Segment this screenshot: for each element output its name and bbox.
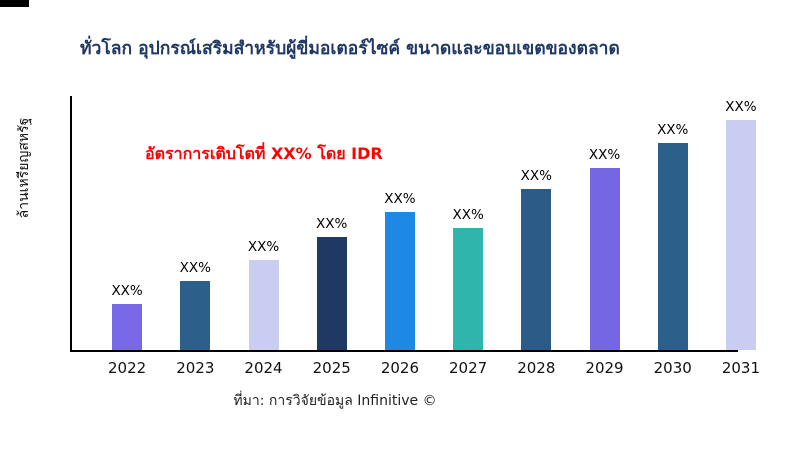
bar-value-label-2024: XX% [247,239,280,255]
bar-value-label-2027: XX% [452,207,484,223]
x-tick-labels: 2022 2023 2024 2025 2026 2027 2028 2029 2030 2031 [93,359,775,377]
bar-2027 [453,228,484,350]
bar-value-label-2028: XX% [520,168,552,184]
bar-2024 [248,260,279,350]
x-axis-line [70,350,738,352]
bar-column-2023: XX% [161,97,229,350]
bar-column-2024: XX% [229,97,297,350]
bar-columns: XX% XX% XX% XX% XX% XX% XX% XX% XX% XX% [93,97,775,350]
bar-value-label-2030: XX% [657,122,689,138]
bar-column-2026: XX% [366,97,434,350]
bar-2030 [657,143,688,350]
source-note: ที่มา: การวิจัยข้อมูล Infinitive © [233,393,437,409]
bar-2031 [725,120,756,350]
bar-column-2028: XX% [502,97,570,350]
bar-2028 [521,189,552,350]
bar-value-label-2029: XX% [588,147,621,163]
bar-column-2022: XX% [93,97,161,350]
bar-column-2031: XX% [707,97,775,350]
bar-column-2029: XX% [570,97,638,350]
bar-2023 [180,281,211,350]
bar-value-label-2025: XX% [316,216,348,232]
x-tick-2030: 2030 [653,359,692,377]
x-tick-2028: 2028 [517,359,556,377]
bar-value-label-2022: XX% [111,283,143,299]
growth-annotation: อัตราการเติบโตที่ XX% โดย IDR [145,144,383,163]
bar-2029 [589,168,620,350]
x-tick-2026: 2026 [380,359,419,377]
chart-title: ทั่วโลก อุปกรณ์เสริมสำหรับผู้ขี่มอเตอร์ไ… [80,39,620,59]
bar-column-2030: XX% [639,97,707,350]
bar-2022 [112,304,143,350]
x-tick-2029: 2029 [585,359,624,377]
bar-column-2027: XX% [434,97,502,350]
x-tick-2024: 2024 [244,359,283,377]
x-tick-2025: 2025 [312,359,351,377]
x-tick-2022: 2022 [108,359,147,377]
x-tick-2031: 2031 [721,359,761,377]
bar-2026 [384,212,415,350]
corner-mark [0,0,29,7]
bar-column-2025: XX% [298,97,366,350]
y-axis-line [70,96,72,352]
y-axis-label: ล้านเหรียญสหรัฐ [16,117,32,219]
x-tick-2027: 2027 [449,359,488,377]
bar-value-label-2026: XX% [384,191,416,207]
x-tick-2023: 2023 [176,359,215,377]
bar-2025 [316,237,347,350]
bar-value-label-2023: XX% [179,260,211,276]
bar-value-label-2031: XX% [725,99,757,115]
